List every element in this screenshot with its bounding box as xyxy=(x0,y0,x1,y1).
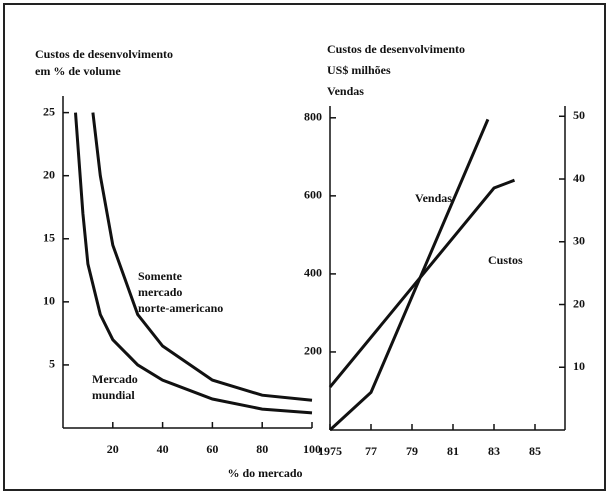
x-tick-label: 40 xyxy=(157,442,169,456)
y-tick-label: 20 xyxy=(43,167,55,181)
y-tick-label: 25 xyxy=(43,104,55,118)
x-tick-label: 85 xyxy=(529,444,541,458)
series-label: mercado xyxy=(138,285,182,299)
x-tick-label: 83 xyxy=(488,444,500,458)
y2-tick-label: 20 xyxy=(573,296,585,310)
x-tick-label: 1975 xyxy=(318,444,342,458)
y2-tick-label: 10 xyxy=(573,359,585,373)
x-tick-label: 77 xyxy=(365,444,377,458)
series-line xyxy=(328,118,490,432)
y2-tick-label: 30 xyxy=(573,234,585,248)
y-tick-label: 10 xyxy=(43,294,55,308)
y-tick-label: 600 xyxy=(304,188,322,202)
series-label: Vendas xyxy=(415,191,452,205)
y-tick-label: 200 xyxy=(304,344,322,358)
chart-title: Vendas xyxy=(327,84,364,98)
x-tick-label: 79 xyxy=(406,444,418,458)
series-line xyxy=(91,112,313,402)
chart-title: em % de volume xyxy=(35,64,121,78)
chart-title: Custos de desenvolvimento xyxy=(327,42,465,56)
y-tick-label: 15 xyxy=(43,231,55,245)
series-label: Somente xyxy=(138,269,183,283)
x-tick-label: 60 xyxy=(206,442,218,456)
y-tick-label: 400 xyxy=(304,266,322,280)
series-label: mundial xyxy=(92,388,135,402)
series-line xyxy=(74,112,313,415)
series-label: Mercado xyxy=(92,372,138,386)
y-tick-label: 800 xyxy=(304,110,322,124)
x-tick-label: 20 xyxy=(107,442,119,456)
y2-tick-label: 50 xyxy=(573,108,585,122)
x-axis-label: % do mercado xyxy=(227,466,302,480)
x-tick-label: 80 xyxy=(256,442,268,456)
y2-tick-label: 40 xyxy=(573,171,585,185)
series-label: Custos xyxy=(488,253,523,267)
series-line xyxy=(328,178,516,389)
chart-title: US$ milhões xyxy=(327,63,391,77)
x-tick-label: 81 xyxy=(447,444,459,458)
y-tick-label: 5 xyxy=(49,357,55,371)
x-tick-label: 100 xyxy=(303,442,321,456)
series-label: norte-americano xyxy=(138,301,223,315)
frame xyxy=(3,3,606,491)
chart-title: Custos de desenvolvimento xyxy=(35,47,173,61)
